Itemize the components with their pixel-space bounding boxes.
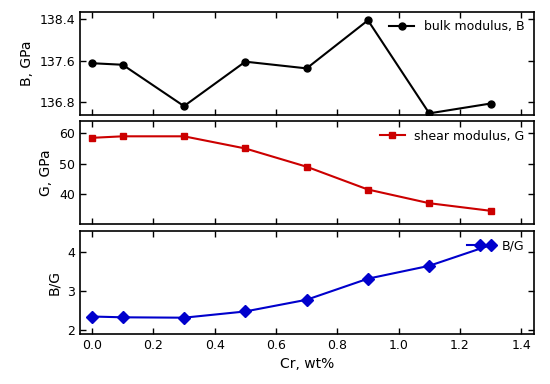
Legend: bulk modulus, B: bulk modulus, B (387, 18, 527, 36)
Legend: shear modulus, G: shear modulus, G (377, 127, 527, 146)
Y-axis label: B/G: B/G (47, 270, 62, 295)
Y-axis label: G, GPa: G, GPa (40, 149, 53, 196)
Legend: B/G: B/G (465, 237, 527, 255)
X-axis label: Cr, wt%: Cr, wt% (279, 358, 334, 371)
Y-axis label: B, GPa: B, GPa (20, 40, 34, 86)
